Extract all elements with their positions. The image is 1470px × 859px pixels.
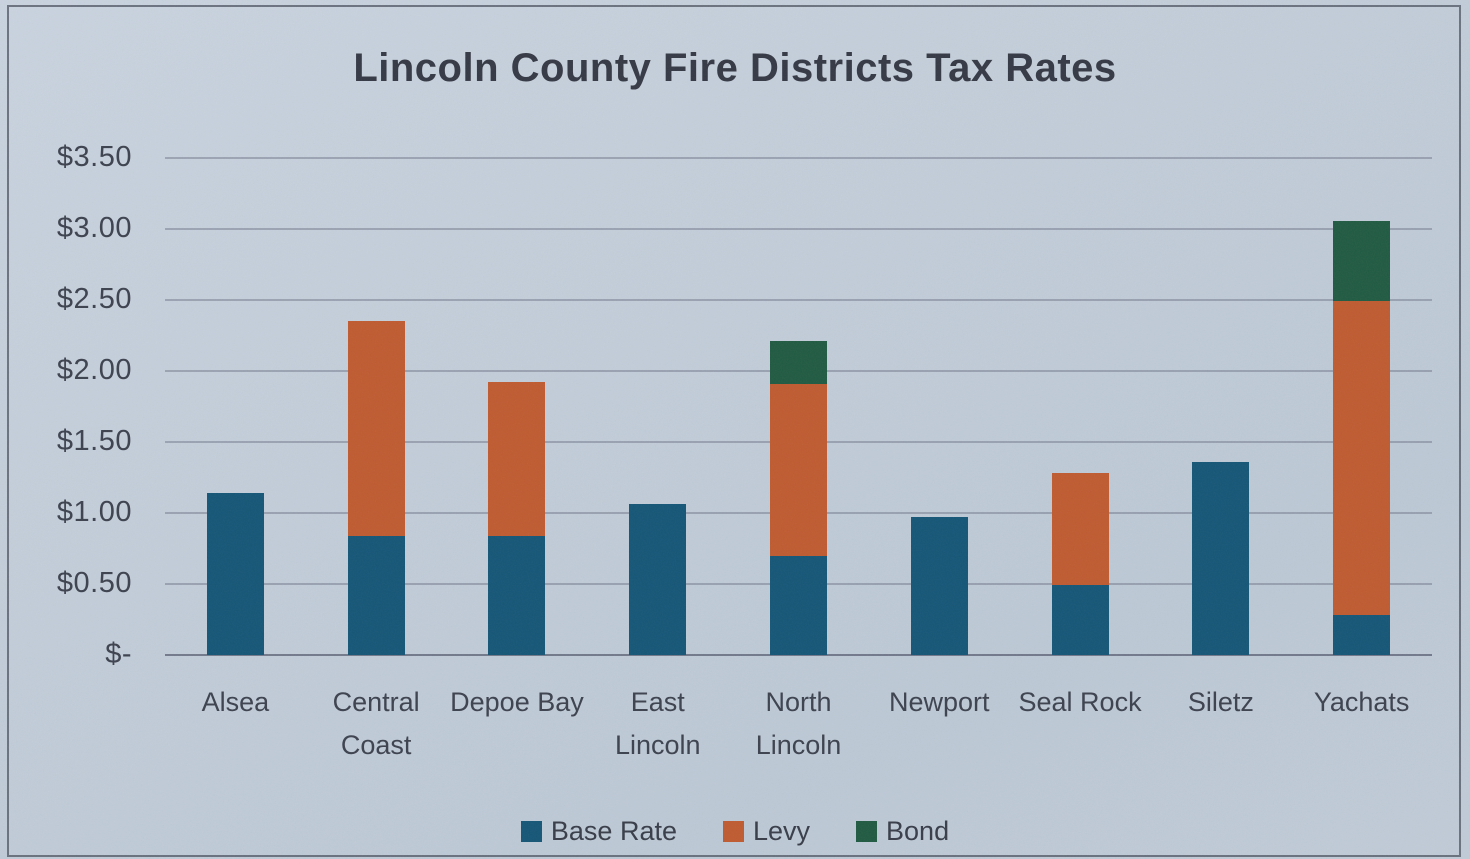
plot-area (165, 157, 1432, 656)
x-category-label: Central Coast (332, 687, 420, 761)
bar-north-lincoln (770, 158, 827, 655)
legend-swatch-base-rate (520, 821, 542, 842)
x-category-label: Yachats (1313, 687, 1410, 717)
segment-base-rate-east-lincoln (629, 504, 687, 655)
x-category-label: East Lincoln (614, 687, 701, 761)
legend-label: Base Rate (550, 816, 677, 846)
x-category-label: Newport (888, 687, 990, 717)
bar-central-coast (347, 158, 405, 655)
bar-alsea (206, 158, 264, 655)
segment-base-rate-yachats (1333, 615, 1391, 655)
bar-siletz (1192, 158, 1250, 655)
segment-levy-yachats (1333, 301, 1391, 616)
segment-base-rate-siletz (1192, 461, 1250, 655)
legend-item-bond: Bond (856, 816, 949, 847)
segment-levy-central-coast (347, 321, 405, 536)
y-tick-label: $3.50 (56, 140, 132, 173)
legend-item-base-rate: Base Rate (520, 816, 677, 847)
segment-bond-north-lincoln (770, 341, 827, 384)
segment-base-rate-central-coast (347, 535, 405, 655)
y-tick-label: $1.00 (56, 495, 132, 528)
legend-label: Bond (886, 816, 950, 846)
segment-base-rate-newport (910, 517, 968, 655)
segment-levy-depoe-bay (488, 382, 546, 536)
x-category-label: Siletz (1187, 687, 1254, 717)
segment-base-rate-alsea (206, 493, 264, 655)
bar-east-lincoln (629, 158, 687, 655)
legend-swatch-bond (856, 821, 878, 842)
legend-item-levy: Levy (722, 816, 811, 847)
y-tick-label: $1.50 (56, 424, 132, 457)
y-tick-label: $- (105, 637, 132, 670)
segment-base-rate-north-lincoln (770, 555, 827, 655)
bar-newport (910, 158, 968, 655)
chart-title: Lincoln County Fire Districts Tax Rates (353, 46, 1117, 90)
bar-yachats (1333, 158, 1391, 655)
segment-base-rate-seal-rock (1051, 585, 1109, 655)
y-tick-label: $2.50 (56, 282, 132, 315)
y-tick-label: $3.00 (56, 211, 132, 244)
bar-depoe-bay (488, 158, 546, 655)
legend-swatch-levy (722, 821, 744, 842)
y-tick-label: $2.00 (56, 353, 132, 386)
segment-levy-north-lincoln (770, 383, 827, 556)
legend-label: Levy (752, 816, 811, 846)
x-category-label: Seal Rock (1018, 687, 1142, 717)
x-axis: Alsea Central Coast Depoe Bay East Lincoln N… (165, 681, 1432, 781)
legend: Base Rate Levy Bond (0, 816, 1470, 847)
bar-seal-rock (1051, 158, 1109, 655)
segment-bond-yachats (1333, 220, 1391, 302)
segment-base-rate-depoe-bay (488, 535, 546, 655)
x-category-label: Depoe Bay (450, 687, 584, 717)
y-tick-label: $0.50 (56, 566, 132, 599)
x-category-label: Alsea (201, 687, 270, 717)
y-axis: $3.50 $3.00 $2.50 $2.00 $1.50 $1.00 $0.50 $- (0, 141, 134, 670)
segment-levy-seal-rock (1051, 473, 1109, 586)
x-category-label: North Lincoln (755, 687, 842, 761)
